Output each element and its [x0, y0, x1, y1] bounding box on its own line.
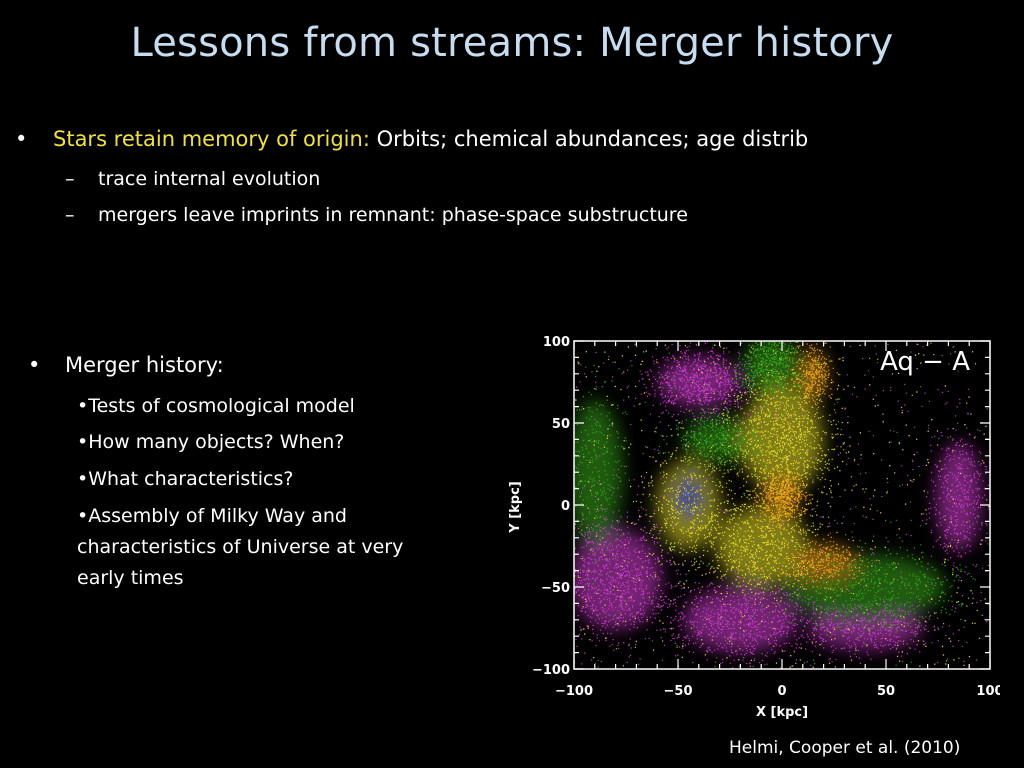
x-tick-label: −50 [664, 684, 693, 699]
particle-group [709, 346, 867, 551]
bullet-text: Stars retain memory of origin: Orbits; c… [53, 127, 808, 151]
density-clump [574, 528, 662, 630]
bullet-highlight: Stars retain memory of origin: [53, 127, 370, 151]
dash-marker: – [65, 204, 75, 226]
particle-dots [574, 341, 990, 669]
particle-group [677, 473, 838, 618]
bullet-marker: • [15, 127, 28, 151]
x-tick-label: 50 [877, 684, 895, 699]
y-tick-label: 0 [561, 499, 570, 514]
particle-group [632, 427, 745, 577]
subitem-text: mergers leave imprints in remnant: phase… [98, 204, 688, 226]
bullet-rest: Orbits; chemical abundances; age distrib [369, 127, 809, 151]
x-tick-label: 100 [976, 684, 1000, 699]
density-clump [799, 348, 827, 400]
density-clump [574, 400, 623, 545]
panel-label: Aq − A [880, 347, 970, 377]
y-tick-label: −50 [541, 581, 570, 596]
bullet-label: Merger history: [65, 353, 224, 377]
bullet-marker: • [28, 353, 41, 377]
y-axis-label: Y [kpc] [508, 481, 523, 533]
y-tick-label: −100 [532, 663, 570, 678]
merger-item-cosmology: •Tests of cosmological model [77, 395, 355, 417]
slide-title: Lessons from streams: Merger history [130, 20, 894, 66]
particle-group [641, 563, 840, 669]
x-axis-label: X [kpc] [756, 705, 808, 720]
merger-item-how-many: •How many objects? When? [77, 431, 345, 453]
x-tick-label: −100 [555, 684, 593, 699]
tick-marks [573, 340, 991, 670]
citation: Helmi, Cooper et al. (2010) [729, 738, 961, 758]
x-tick-label: 0 [777, 684, 786, 699]
density-clump [935, 442, 982, 551]
subitem-text: trace internal evolution [98, 168, 321, 190]
star-particles [574, 341, 990, 669]
merger-item-assembly: •Assembly of Milky Way and characteristi… [77, 505, 404, 589]
particle-group [912, 402, 990, 578]
y-tick-label: 100 [543, 335, 570, 350]
axis-ticks [573, 340, 991, 670]
dash-marker: – [65, 168, 75, 190]
particle-group [785, 342, 840, 420]
merger-item-characteristics: •What characteristics? [77, 468, 294, 490]
particle-group [626, 341, 784, 435]
particle-group [718, 341, 830, 418]
y-tick-label: 50 [552, 417, 570, 432]
stellar-halo-plot: −100 −50 0 50 100 100 50 0 −50 −100 X [k… [508, 335, 1000, 720]
